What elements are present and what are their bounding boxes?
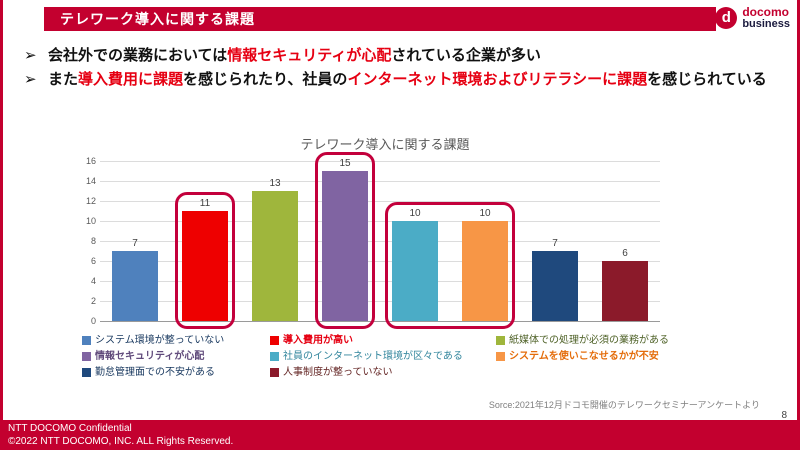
legend-swatch bbox=[270, 368, 279, 377]
slide-left-border bbox=[0, 0, 3, 450]
bar-1 bbox=[182, 211, 228, 321]
legend-item: 導入費用が高い bbox=[270, 334, 496, 347]
gridline bbox=[100, 181, 660, 182]
legend-swatch bbox=[82, 368, 91, 377]
legend-item: 社員のインターネット環境が区々である bbox=[270, 350, 496, 363]
legend-label: システムを使いこなせるかが不安 bbox=[509, 351, 659, 362]
legend-swatch bbox=[496, 352, 505, 361]
legend-item: 情報セキュリティが心配 bbox=[82, 350, 270, 363]
bar-value-label: 7 bbox=[552, 238, 558, 249]
legend-label: 人事制度が整っていない bbox=[283, 367, 393, 378]
bullet-text-segment: を感じられている bbox=[647, 71, 767, 88]
docomo-logo-text: docomo business bbox=[742, 6, 790, 30]
y-axis-tick-label: 2 bbox=[90, 296, 96, 306]
chart-legend: システム環境が整っていない 導入費用が高い 紙媒体での処理が必須の業務がある情報セキ… bbox=[82, 334, 670, 379]
chart-plot: 0 2 4 6 8 10 12 14 16 7 11 13 15 10 10 7 6 bbox=[86, 152, 660, 329]
legend-swatch bbox=[270, 352, 279, 361]
y-axis-tick-label: 8 bbox=[90, 236, 96, 246]
legend-swatch bbox=[270, 336, 279, 345]
bar-7 bbox=[602, 261, 648, 321]
bullet-text: また導入費用に課題を感じられたり、社員のインターネット環境およびリテラシーに課題… bbox=[48, 68, 776, 92]
bullet-text: 会社外での業務においては情報セキュリティが心配されている企業が多い bbox=[48, 44, 776, 68]
bar-value-label: 10 bbox=[479, 208, 491, 219]
gridline bbox=[100, 241, 660, 242]
bar-chart: テレワーク導入に関する課題 0 2 4 6 8 10 12 14 16 7 11 13 15 10 10 7 6… bbox=[70, 134, 670, 379]
bullet-text-segment: を感じられたり、社員の bbox=[183, 71, 348, 88]
slide-title: テレワーク導入に関する課題 bbox=[44, 7, 716, 31]
legend-item: 勤怠管理面での不安がある bbox=[82, 366, 270, 379]
y-axis-tick-label: 14 bbox=[85, 176, 96, 186]
page-number: 8 bbox=[781, 410, 787, 421]
bar-5 bbox=[462, 221, 508, 321]
docomo-business-logo: d docomo business bbox=[715, 6, 790, 30]
legend-label: 紙媒体での処理が必須の業務がある bbox=[509, 335, 669, 346]
legend-swatch bbox=[496, 336, 505, 345]
legend-label: システム環境が整っていない bbox=[95, 335, 225, 346]
legend-swatch bbox=[82, 336, 91, 345]
gridline bbox=[100, 221, 660, 222]
legend-item: 人事制度が整っていない bbox=[270, 366, 496, 379]
bullet-arrow-icon: ➢ bbox=[24, 71, 37, 88]
bar-value-label: 15 bbox=[339, 158, 351, 169]
legend-item: システムを使いこなせるかが不安 bbox=[496, 350, 722, 363]
gridline bbox=[100, 161, 660, 162]
y-axis-tick-label: 12 bbox=[85, 196, 96, 206]
legend-label: 勤怠管理面での不安がある bbox=[95, 367, 215, 378]
highlight-box bbox=[315, 152, 375, 329]
gridline bbox=[100, 281, 660, 282]
gridline bbox=[100, 261, 660, 262]
bullet-list: ➢ 会社外での業務においては情報セキュリティが心配されている企業が多い ➢ また導入費… bbox=[24, 44, 776, 92]
slide-right-border bbox=[797, 0, 800, 450]
legend-label: 導入費用が高い bbox=[283, 335, 353, 346]
bar-value-label: 10 bbox=[409, 208, 421, 219]
footer-confidential: NTT DOCOMO Confidential bbox=[8, 423, 132, 434]
legend-label: 情報セキュリティが心配 bbox=[95, 351, 205, 362]
bar-value-label: 6 bbox=[622, 248, 628, 259]
bar-6 bbox=[532, 251, 578, 321]
logo-line-docomo: docomo bbox=[742, 5, 789, 19]
bullet-item: ➢ また導入費用に課題を感じられたり、社員のインターネット環境およびリテラシーに課… bbox=[24, 68, 776, 92]
legend-item: 紙媒体での処理が必須の業務がある bbox=[496, 334, 722, 347]
y-axis-tick-label: 6 bbox=[90, 256, 96, 266]
highlight-box bbox=[385, 202, 515, 329]
y-axis-tick-label: 10 bbox=[85, 216, 96, 226]
docomo-d-icon: d bbox=[715, 7, 738, 29]
bullet-text-segment: されている企業が多い bbox=[391, 47, 541, 64]
gridline bbox=[100, 301, 660, 302]
legend-swatch bbox=[82, 352, 91, 361]
bullet-text-emphasis: 情報セキュリティが心配 bbox=[227, 47, 392, 64]
bullet-text-segment: また bbox=[48, 71, 79, 88]
y-axis-tick-label: 4 bbox=[90, 276, 96, 286]
legend-label: 社員のインターネット環境が区々である bbox=[283, 351, 463, 362]
chart-title: テレワーク導入に関する課題 bbox=[300, 137, 470, 152]
gridline bbox=[100, 201, 660, 202]
y-axis-tick-label: 0 bbox=[90, 316, 96, 326]
bar-0 bbox=[112, 251, 158, 321]
bar-value-label: 13 bbox=[269, 178, 281, 189]
source-note: Sorce:2021年12月ドコモ開催のテレワークセミナーアンケートより bbox=[488, 400, 760, 410]
y-axis-tick-label: 16 bbox=[85, 156, 96, 166]
bar-value-label: 7 bbox=[132, 238, 138, 249]
highlight-box bbox=[175, 192, 235, 329]
bullet-text-segment: 会社外での業務においては bbox=[48, 47, 228, 64]
bullet-arrow-icon: ➢ bbox=[24, 47, 37, 64]
bullet-text-emphasis: 導入費用に課題 bbox=[78, 71, 184, 88]
bar-2 bbox=[252, 191, 298, 321]
logo-line-business: business bbox=[742, 18, 790, 30]
legend-item: システム環境が整っていない bbox=[82, 334, 270, 347]
slide-footer: NTT DOCOMO Confidential ©2022 NTT DOCOMO… bbox=[0, 420, 800, 450]
bullet-text-emphasis: インターネット環境およびリテラシーに課題 bbox=[347, 71, 648, 88]
bar-4 bbox=[392, 221, 438, 321]
bar-3 bbox=[322, 171, 368, 321]
footer-copyright: ©2022 NTT DOCOMO, INC. ALL Rights Reserv… bbox=[8, 436, 234, 447]
bullet-item: ➢ 会社外での業務においては情報セキュリティが心配されている企業が多い bbox=[24, 44, 776, 68]
bar-value-label: 11 bbox=[199, 198, 211, 209]
